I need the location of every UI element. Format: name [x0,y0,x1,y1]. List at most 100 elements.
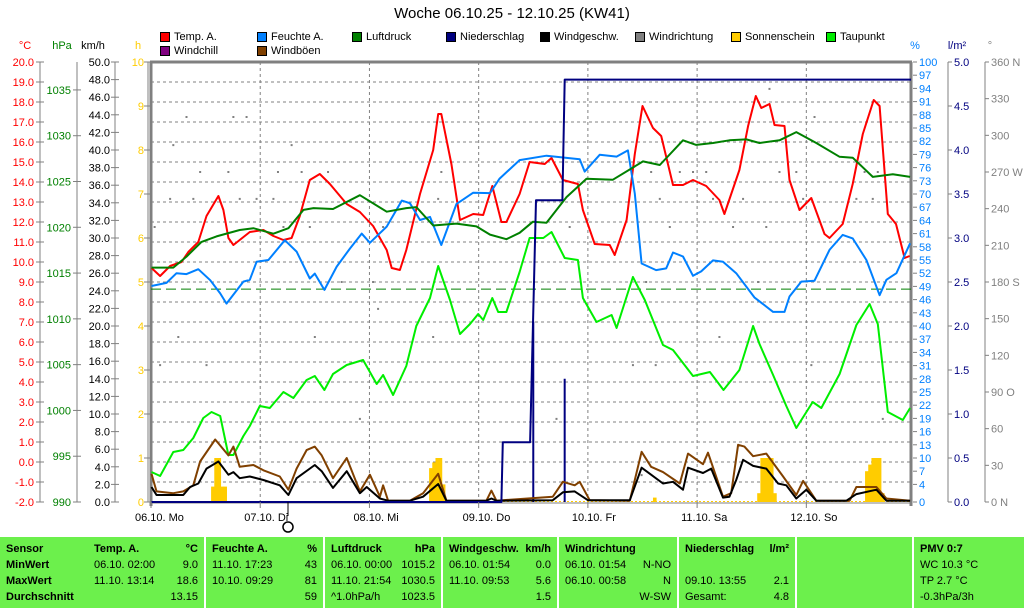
axis-tick-label-humidity: 61 [919,229,931,241]
axis-tick-label-humidity: 52 [919,268,931,280]
wind-direction-point [555,417,558,420]
axis-tick-label-humidity: 73 [919,176,931,188]
wind-direction-point [678,171,681,173]
series-niederschlag [151,78,911,503]
pmv-windchill: WC 10.3 °C [920,559,979,571]
legend-swatch [826,32,836,42]
wind-direction-point [382,226,385,228]
axis-tick-label-humidity: 22 [919,400,931,412]
stat-timestamp: 11.10. 17:23 [212,559,273,571]
axis-tick-label-wind: 24.0 [89,286,110,298]
axis-tick-label-humidity: 25 [919,387,931,399]
stats-col-empty [795,537,912,608]
legend-label: Windrichtung [649,31,714,43]
axis-tick-label-temp: 18.0 [13,97,34,109]
stat-value: 1.5 [535,591,551,603]
axis-tick-label-humidity: 19 [919,413,931,425]
legend-label: Temp. A. [174,31,217,43]
stats-col-1: Feuchte A.% 11.10. 17:23 43 10.10. 09:29 81 5… [204,537,323,608]
axis-tick-label-wind: 22.0 [89,303,110,315]
axis-tick-label-direction: 150 [991,314,1009,326]
x-tick-label: 11.10. Sa [681,512,728,524]
current-time-marker-icon [282,521,294,533]
axis-tick-label-pressure: 1020 [47,222,71,234]
series-temp-a- [150,95,910,277]
axis-tick-label-sun: 0 [138,497,144,509]
axis-tick-label-temp: 6.0 [19,337,34,349]
axis-tick-label-direction: 300 [991,130,1009,142]
axis-tick-label-rain: 0.5 [954,453,969,465]
sunshine-bar [769,458,774,502]
axis-tick-label-wind: 34.0 [89,198,110,210]
axis-tick-label-humidity: 16 [919,427,931,439]
stats-col-title: Niederschlag [685,543,755,555]
axis-tick-label-direction: 180 S [991,277,1020,289]
wind-direction-point [169,197,172,200]
stat-value: 59 [304,591,317,603]
x-tick-label: 09.10. Do [463,512,511,524]
axis-tick-label-pressure: 990 [53,497,71,509]
legend-item-rain: Niederschlag [446,31,524,43]
axis-tick-label-wind: 20.0 [89,321,110,333]
x-tick-label: 07.10. Di [244,512,288,524]
stat-value: 1015.2 [401,559,435,571]
axis-tick-label-temp: -1.0 [15,477,34,489]
axis-tick-label-direction: 210 [991,240,1009,252]
sunshine-bar [435,458,440,502]
axis-tick-label-pressure: 1010 [47,314,71,326]
stat-value: 1030.5 [401,575,435,587]
pmv-pressure-trend: -0.3hPa/3h [920,591,974,603]
axis-tick-label-wind: 26.0 [89,268,110,280]
axis-tick-label-wind: 36.0 [89,180,110,192]
axis-tick-label-humidity: 40 [919,321,931,333]
wind-direction-point [313,336,316,338]
sunshine-bar [760,458,764,502]
stats-col-unit: hPa [414,543,435,555]
wind-direction-point [199,171,202,173]
axis-tick-label-rain: 2.5 [954,277,969,289]
wind-direction-point [308,226,311,228]
axis-tick-label-direction: 120 [991,350,1009,362]
wind-direction-point [768,87,771,90]
axis-tick-label-sun: 10 [132,57,144,69]
wind-direction-point [742,197,745,200]
axis-tick-label-direction: 90 O [991,387,1015,399]
stats-col-title: Windgeschw. [449,543,519,555]
axis-tick-label-wind: 44.0 [89,110,110,122]
legend-swatch [257,32,267,42]
axis-tick-label-rain: 3.0 [954,233,969,245]
axis-tick-label-wind: 16.0 [89,356,110,368]
axis-tick-label-temp: 3.0 [19,397,34,409]
axis-tick-label-temp: 16.0 [13,137,34,149]
stat-value: 43 [304,559,317,571]
wind-direction-point [227,171,230,173]
wind-direction-point [654,364,657,367]
sunshine-bar [874,458,879,502]
axis-tick-label-humidity: 79 [919,149,931,161]
wind-direction-point [668,226,671,228]
statistics-panel: Sensor MinWert MaxWert Durchschnitt Temp… [0,537,1024,608]
axis-tick-label-humidity: 76 [919,163,931,175]
axis-title-rain: l/m² [948,40,967,52]
stats-col-sensor: Sensor MinWert MaxWert Durchschnitt [0,537,88,608]
axis-tick-label-temp: 1.0 [19,437,34,449]
axis-tick-label-direction: 0 N [991,497,1008,509]
legend-label: Sonnenschein [745,31,815,43]
axis-tick-label-humidity: 34 [919,347,931,359]
wind-direction-point [159,364,162,367]
axis-tick-label-wind: 50.0 [89,57,110,69]
axis-tick-label-rain: 4.5 [954,101,969,113]
wind-direction-point [238,197,241,200]
axis-tick-label-wind: 18.0 [89,339,110,351]
row-label-min: MinWert [6,559,50,571]
axis-tick-label-wind: 4.0 [95,462,110,474]
stats-col-title: Luftdruck [331,543,382,555]
axis-tick-label-temp: 10.0 [13,257,34,269]
axis-tick-label-temp: 17.0 [13,117,34,129]
wind-direction-point [757,281,760,283]
wind-direction-point [205,364,208,367]
axis-tick-label-rain: 2.0 [954,321,969,333]
legend-label: Windböen [271,45,321,57]
x-tick-label: 12.10. So [790,512,837,524]
sunshine-bar [652,497,657,502]
